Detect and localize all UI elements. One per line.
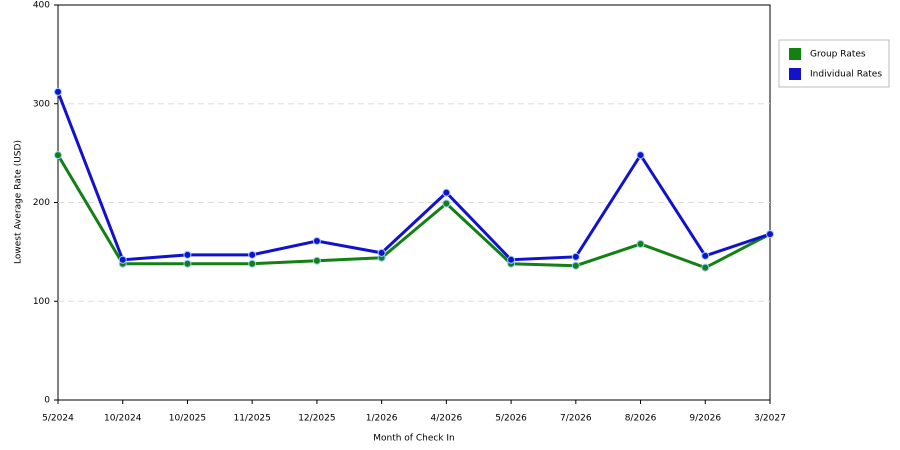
y-tick-label: 0 bbox=[44, 396, 50, 406]
data-point bbox=[571, 261, 580, 270]
x-tick-label: 7/2026 bbox=[560, 414, 592, 424]
data-point bbox=[248, 259, 257, 268]
data-point bbox=[571, 252, 580, 261]
series-line bbox=[56, 91, 771, 262]
data-point bbox=[766, 230, 774, 239]
data-point bbox=[442, 199, 451, 208]
data-point bbox=[118, 255, 127, 264]
data-point bbox=[636, 239, 645, 248]
data-point bbox=[507, 255, 516, 264]
x-tick-label: 1/2026 bbox=[366, 414, 398, 424]
x-tick-label: 11/2025 bbox=[233, 414, 270, 424]
data-point bbox=[248, 250, 257, 259]
y-tick-label: 400 bbox=[33, 1, 50, 11]
legend-swatch bbox=[789, 68, 801, 80]
data-point bbox=[312, 256, 321, 265]
data-point bbox=[701, 251, 710, 260]
data-point bbox=[377, 248, 386, 257]
x-tick-label: 8/2026 bbox=[625, 414, 657, 424]
x-axis-title: Month of Check In bbox=[373, 434, 455, 444]
x-tick-label: 10/2025 bbox=[169, 414, 206, 424]
data-point bbox=[54, 151, 62, 160]
x-tick-label: 5/2024 bbox=[42, 414, 74, 424]
data-point bbox=[183, 259, 192, 268]
x-tick-label: 10/2024 bbox=[104, 414, 142, 424]
x-tick-label: 12/2025 bbox=[298, 414, 335, 424]
y-tick-label: 100 bbox=[33, 297, 50, 307]
x-tick-label: 4/2026 bbox=[431, 414, 463, 424]
x-tick-label: 9/2026 bbox=[689, 414, 721, 424]
legend-label: Group Rates bbox=[810, 50, 866, 60]
data-point bbox=[442, 188, 451, 197]
data-point bbox=[183, 250, 192, 259]
legend-label: Individual Rates bbox=[810, 70, 882, 80]
data-point bbox=[701, 263, 710, 272]
x-tick-label: 5/2026 bbox=[495, 414, 527, 424]
y-axis-title: Lowest Average Rate (USD) bbox=[14, 140, 24, 264]
x-tick-label: 3/2027 bbox=[754, 414, 786, 424]
y-tick-label: 300 bbox=[33, 99, 50, 109]
legend-swatch bbox=[789, 48, 801, 60]
data-point bbox=[636, 151, 645, 160]
y-tick-label: 200 bbox=[33, 198, 50, 208]
data-point bbox=[54, 87, 62, 96]
series-line bbox=[56, 154, 771, 270]
data-point bbox=[312, 237, 321, 246]
